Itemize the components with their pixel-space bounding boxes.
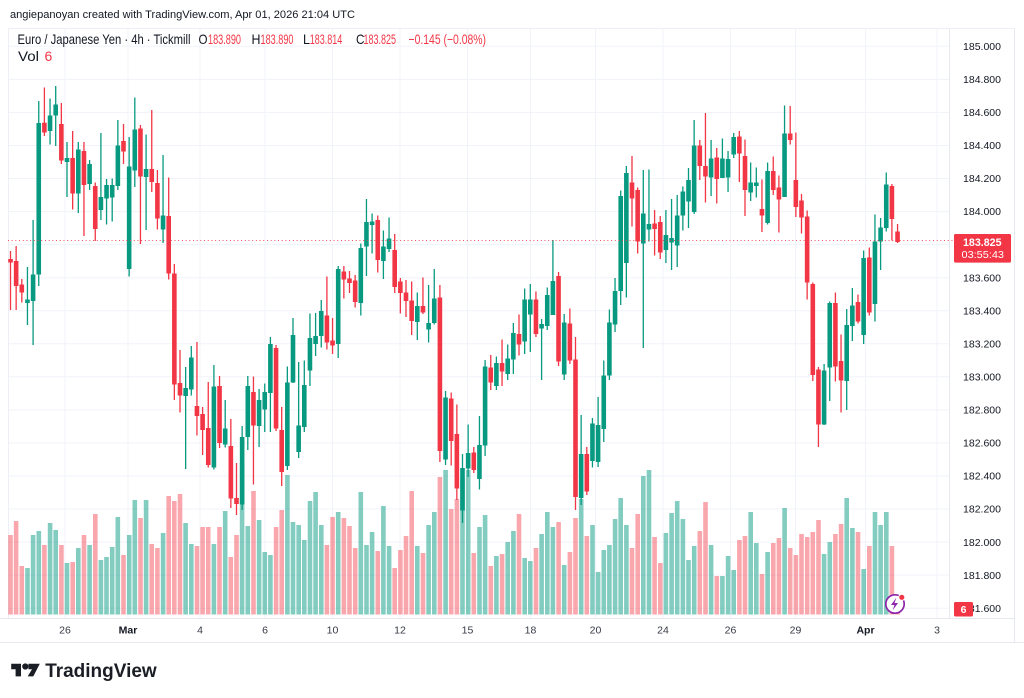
svg-text:184.600: 184.600 bbox=[963, 107, 1001, 119]
svg-text:183.814: 183.814 bbox=[310, 31, 343, 47]
svg-text:12: 12 bbox=[394, 625, 406, 637]
svg-text:15: 15 bbox=[462, 625, 474, 637]
svg-text:26: 26 bbox=[59, 625, 71, 637]
svg-text:18: 18 bbox=[525, 625, 537, 637]
svg-text:184.200: 184.200 bbox=[963, 173, 1001, 185]
svg-text:184.000: 184.000 bbox=[963, 206, 1001, 218]
svg-text:4: 4 bbox=[197, 625, 203, 637]
svg-text:6: 6 bbox=[961, 604, 967, 616]
svg-text:TradingView: TradingView bbox=[45, 661, 157, 682]
svg-text:3: 3 bbox=[934, 625, 940, 637]
svg-text:182.800: 182.800 bbox=[963, 405, 1001, 417]
svg-text:183.200: 183.200 bbox=[963, 338, 1001, 350]
svg-text:183.825: 183.825 bbox=[963, 237, 1002, 249]
svg-text:03:55:43: 03:55:43 bbox=[962, 249, 1005, 261]
svg-text:183.890: 183.890 bbox=[208, 31, 241, 47]
svg-text:24: 24 bbox=[657, 625, 669, 637]
svg-text:L: L bbox=[303, 31, 310, 47]
svg-text:6: 6 bbox=[262, 625, 268, 637]
svg-text:185.000: 185.000 bbox=[963, 41, 1001, 53]
svg-text:184.800: 184.800 bbox=[963, 74, 1001, 86]
svg-text:Mar: Mar bbox=[119, 625, 138, 637]
svg-text:183.600: 183.600 bbox=[963, 272, 1001, 284]
svg-text:29: 29 bbox=[790, 625, 802, 637]
svg-text:angiepanoyan created with Trad: angiepanoyan created with TradingView.co… bbox=[10, 9, 355, 21]
svg-text:183.000: 183.000 bbox=[963, 372, 1001, 384]
svg-text:184.400: 184.400 bbox=[963, 140, 1001, 152]
svg-text:182.000: 182.000 bbox=[963, 537, 1001, 549]
svg-text:Euro / Japanese Yen · 4h · Tic: Euro / Japanese Yen · 4h · Tickmill bbox=[18, 31, 191, 47]
svg-text:Apr: Apr bbox=[856, 625, 874, 637]
svg-text:Vol: Vol bbox=[18, 48, 39, 64]
svg-text:−0.145 (−0.08%): −0.145 (−0.08%) bbox=[409, 31, 487, 47]
svg-text:182.600: 182.600 bbox=[963, 438, 1001, 450]
svg-text:H: H bbox=[252, 31, 261, 47]
svg-text:20: 20 bbox=[590, 625, 602, 637]
svg-text:183.890: 183.890 bbox=[261, 31, 294, 47]
svg-text:181.800: 181.800 bbox=[963, 570, 1001, 582]
svg-text:6: 6 bbox=[45, 48, 53, 64]
svg-text:183.825: 183.825 bbox=[364, 31, 397, 47]
svg-text:26: 26 bbox=[725, 625, 737, 637]
svg-text:C: C bbox=[356, 31, 365, 47]
svg-text:183.400: 183.400 bbox=[963, 305, 1001, 317]
svg-text:10: 10 bbox=[327, 625, 339, 637]
svg-text:O: O bbox=[199, 31, 208, 47]
svg-text:182.200: 182.200 bbox=[963, 504, 1001, 516]
svg-text:182.400: 182.400 bbox=[963, 471, 1001, 483]
